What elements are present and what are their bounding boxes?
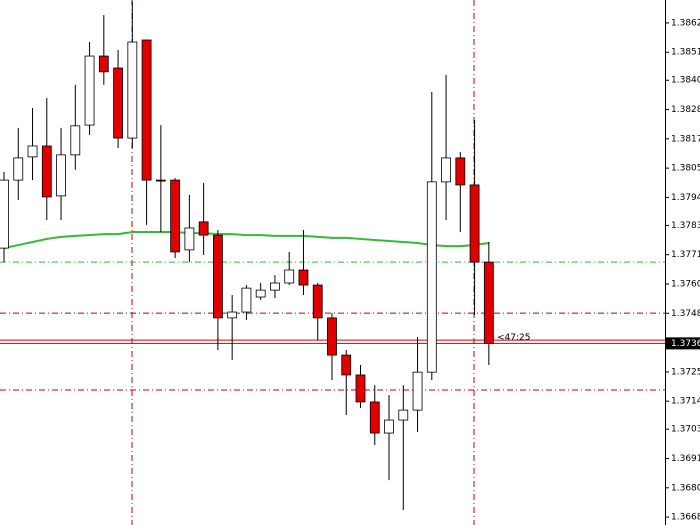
y-tick-label: 1.37255: [671, 367, 700, 377]
y-tick-label: 1.37485: [671, 309, 700, 319]
candle-body: [184, 227, 195, 251]
candle-body: [0, 179, 9, 249]
current-price-box: [666, 337, 700, 350]
candle-body: [412, 371, 423, 411]
y-tick-label: 1.36915: [671, 454, 700, 464]
candle-body: [426, 181, 437, 373]
y-tick-label: 1.37600: [671, 280, 700, 290]
candle-body: [312, 284, 323, 319]
y-tick-label: 1.37940: [671, 193, 700, 203]
y-tick-label: 1.38510: [671, 48, 700, 58]
candle-body: [384, 419, 394, 434]
candle-body: [113, 67, 123, 139]
y-tick-label: 1.36800: [671, 483, 700, 493]
y-tick-label: 1.38285: [671, 105, 700, 115]
candle-body: [284, 269, 295, 284]
candle-body: [241, 287, 252, 313]
y-tick-label: 1.36685: [671, 513, 700, 523]
candle-body: [141, 39, 152, 181]
candle-body: [13, 157, 24, 181]
candle-body: [369, 401, 380, 434]
candle-body: [227, 311, 238, 319]
candle-body: [41, 145, 52, 198]
candle-body: [298, 269, 309, 286]
candle-body: [155, 179, 166, 182]
candle-body: [98, 55, 109, 73]
candle-body: [398, 409, 409, 421]
candle-body: [483, 261, 494, 344]
y-tick-label: 1.37140: [671, 397, 700, 407]
candle-body: [270, 282, 280, 291]
candle-body: [341, 354, 352, 376]
y-tick-label: 1.38625: [671, 18, 700, 28]
candle-body: [70, 125, 81, 156]
y-tick-label: 1.38400: [671, 76, 700, 86]
candle-body: [455, 157, 466, 186]
y-tick-label: 1.37830: [671, 221, 700, 231]
candle-body: [127, 41, 138, 139]
candle-body: [56, 154, 66, 197]
candle-body: [441, 157, 451, 183]
moving-average: [3, 231, 489, 250]
y-tick-label: 1.38170: [671, 134, 700, 144]
current-price-label: 1.37367: [671, 339, 700, 349]
y-tick-label: 1.38055: [671, 164, 700, 174]
candle-body: [198, 221, 209, 236]
candle-body: [355, 374, 366, 403]
candle-body: [27, 145, 38, 158]
countdown: <47:25: [497, 333, 530, 343]
candle-body: [327, 317, 337, 356]
candle-body: [255, 289, 266, 298]
y-tick-label: 1.37030: [671, 425, 700, 435]
candle-body: [84, 55, 95, 126]
candle-body: [212, 234, 223, 319]
candle-body: [469, 184, 480, 263]
candle-body: [170, 179, 181, 253]
y-tick-label: 1.37715: [671, 250, 700, 260]
